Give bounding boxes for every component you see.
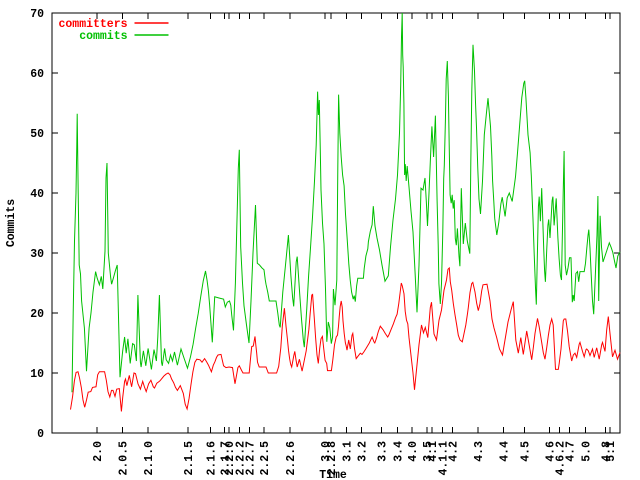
svg-text:4.5: 4.5 (520, 441, 533, 462)
svg-text:4.6.2: 4.6.2 (554, 441, 567, 476)
svg-text:0: 0 (37, 428, 44, 441)
svg-text:2.0: 2.0 (92, 441, 105, 462)
svg-text:4.4: 4.4 (498, 441, 511, 462)
svg-text:70: 70 (30, 8, 44, 21)
svg-text:2.2.0: 2.2.0 (224, 441, 237, 476)
svg-text:2.1.5: 2.1.5 (183, 441, 196, 476)
svg-text:60: 60 (30, 68, 44, 81)
svg-text:4.2: 4.2 (447, 441, 460, 462)
svg-text:committers: committers (58, 18, 127, 31)
svg-text:2.1.0: 2.1.0 (143, 441, 156, 476)
svg-text:4.0: 4.0 (407, 441, 420, 462)
svg-text:Time: Time (319, 469, 347, 480)
svg-text:Commits: Commits (5, 199, 18, 247)
svg-text:2.1.6: 2.1.6 (206, 441, 219, 476)
svg-text:2.2.5: 2.2.5 (259, 441, 272, 476)
svg-text:3.0: 3.0 (320, 441, 333, 462)
svg-text:2.2.6: 2.2.6 (285, 441, 298, 476)
svg-text:3.2: 3.2 (356, 441, 369, 462)
svg-text:2.2.8: 2.2.8 (326, 441, 339, 476)
svg-text:5.1: 5.1 (605, 441, 618, 462)
svg-text:4.7: 4.7 (565, 441, 578, 462)
svg-text:4.1: 4.1 (427, 441, 440, 462)
svg-text:5.0: 5.0 (581, 441, 594, 462)
svg-text:30: 30 (30, 248, 44, 261)
svg-text:2.0.5: 2.0.5 (118, 441, 131, 476)
svg-text:2.1.7: 2.1.7 (220, 441, 233, 476)
svg-text:3.3: 3.3 (376, 441, 389, 462)
svg-text:4.6: 4.6 (545, 441, 558, 462)
svg-text:40: 40 (30, 188, 44, 201)
svg-text:50: 50 (30, 128, 44, 141)
svg-text:commits: commits (79, 30, 127, 43)
svg-text:4.1.1: 4.1.1 (438, 441, 451, 476)
svg-text:10: 10 (30, 368, 44, 381)
svg-text:2.2.7: 2.2.7 (245, 441, 258, 476)
svg-text:4.3: 4.3 (473, 441, 486, 462)
svg-text:20: 20 (30, 308, 44, 321)
svg-text:3.5: 3.5 (422, 441, 435, 462)
svg-text:4.8: 4.8 (601, 441, 614, 462)
svg-text:3.1: 3.1 (341, 441, 354, 462)
svg-text:3.4: 3.4 (393, 441, 406, 462)
svg-text:2.2.2: 2.2.2 (234, 441, 247, 476)
